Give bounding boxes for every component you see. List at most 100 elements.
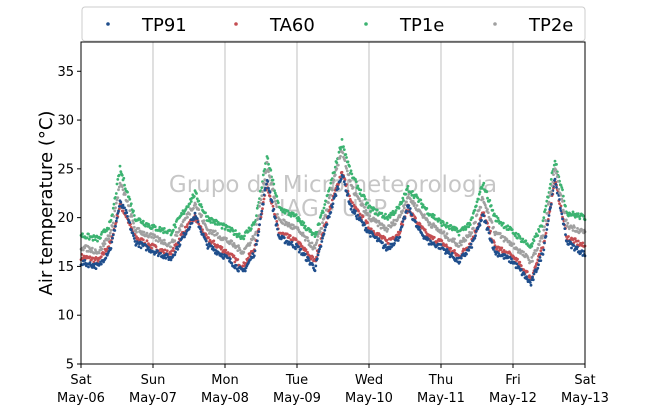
x-tick-label-date: May-12 xyxy=(489,391,537,406)
data-point xyxy=(522,272,526,276)
legend-marker xyxy=(364,22,368,26)
data-point xyxy=(564,233,567,237)
data-point xyxy=(133,240,137,243)
x-tick-label-date: May-13 xyxy=(561,391,609,406)
data-point xyxy=(114,224,117,228)
data-point xyxy=(223,227,227,231)
data-point xyxy=(321,236,324,240)
data-point xyxy=(158,236,162,240)
data-point xyxy=(445,232,449,236)
data-point xyxy=(182,212,186,216)
data-point xyxy=(311,255,315,259)
data-point xyxy=(356,184,360,188)
data-point xyxy=(125,211,129,215)
data-point xyxy=(560,186,564,189)
data-point xyxy=(516,251,520,254)
data-point xyxy=(539,249,543,253)
data-point xyxy=(470,246,474,249)
data-point xyxy=(539,259,543,262)
data-point xyxy=(430,226,434,229)
data-point xyxy=(474,204,478,208)
data-point xyxy=(475,213,479,217)
data-point xyxy=(556,180,560,183)
data-point xyxy=(558,206,562,210)
data-point xyxy=(464,239,468,242)
data-point xyxy=(275,222,279,226)
data-point xyxy=(236,258,240,261)
data-point xyxy=(531,275,534,279)
data-point xyxy=(547,200,551,204)
data-point xyxy=(405,200,408,204)
legend: TP91 TA60 TP1e TP2e xyxy=(81,6,586,42)
data-point xyxy=(522,250,525,254)
data-point xyxy=(530,244,534,248)
data-point xyxy=(469,242,473,246)
data-point xyxy=(455,227,459,231)
data-point xyxy=(114,206,117,210)
data-point xyxy=(546,202,550,206)
data-point xyxy=(285,232,289,236)
data-point xyxy=(532,272,536,276)
data-point xyxy=(486,211,490,215)
data-point xyxy=(210,232,214,236)
data-point xyxy=(537,230,541,233)
data-point xyxy=(174,225,177,229)
data-point xyxy=(189,200,193,203)
data-point xyxy=(102,252,106,255)
data-point xyxy=(91,238,95,242)
data-point xyxy=(124,208,128,212)
data-point xyxy=(356,195,360,199)
x-axis: Sat May-06 Sun May-07 Mon May-08 Tue May-09 Wed M… xyxy=(57,364,609,406)
data-point xyxy=(259,213,263,216)
data-point xyxy=(111,225,114,228)
data-point xyxy=(392,218,396,222)
data-point xyxy=(387,242,390,245)
data-point xyxy=(276,201,280,205)
data-point xyxy=(228,241,232,245)
data-point xyxy=(337,150,341,154)
data-point xyxy=(313,235,317,239)
data-point xyxy=(536,234,540,238)
data-point xyxy=(353,212,357,215)
data-point xyxy=(465,225,468,229)
data-point xyxy=(330,205,334,209)
data-point xyxy=(356,213,360,217)
data-point xyxy=(449,247,453,250)
data-point xyxy=(270,181,273,185)
data-point xyxy=(177,241,180,245)
data-point xyxy=(315,238,319,242)
data-point xyxy=(440,224,444,228)
data-point xyxy=(474,220,477,224)
data-point xyxy=(202,219,206,223)
data-point xyxy=(319,214,323,217)
data-point xyxy=(357,197,361,201)
data-point xyxy=(368,214,372,218)
y-tick-label: 10 xyxy=(57,309,74,324)
data-point xyxy=(81,248,85,252)
data-point xyxy=(488,198,492,202)
data-point xyxy=(414,220,417,224)
data-point xyxy=(429,222,432,226)
data-point xyxy=(135,230,138,234)
data-point xyxy=(108,231,112,235)
data-point xyxy=(273,216,277,220)
data-point xyxy=(342,145,345,149)
data-point xyxy=(137,245,141,249)
data-point xyxy=(103,242,107,246)
data-point xyxy=(565,240,569,243)
data-point xyxy=(114,192,118,195)
data-point xyxy=(486,228,490,231)
data-point xyxy=(350,172,354,176)
data-point xyxy=(109,218,113,222)
data-point xyxy=(178,243,182,247)
data-point xyxy=(456,256,460,260)
data-point xyxy=(141,219,145,223)
data-point xyxy=(441,220,445,224)
data-point xyxy=(318,222,321,226)
data-point xyxy=(207,242,211,246)
data-point xyxy=(209,221,213,224)
data-point xyxy=(139,246,143,250)
data-point xyxy=(105,229,108,233)
data-point xyxy=(280,207,284,211)
data-point xyxy=(238,248,242,252)
